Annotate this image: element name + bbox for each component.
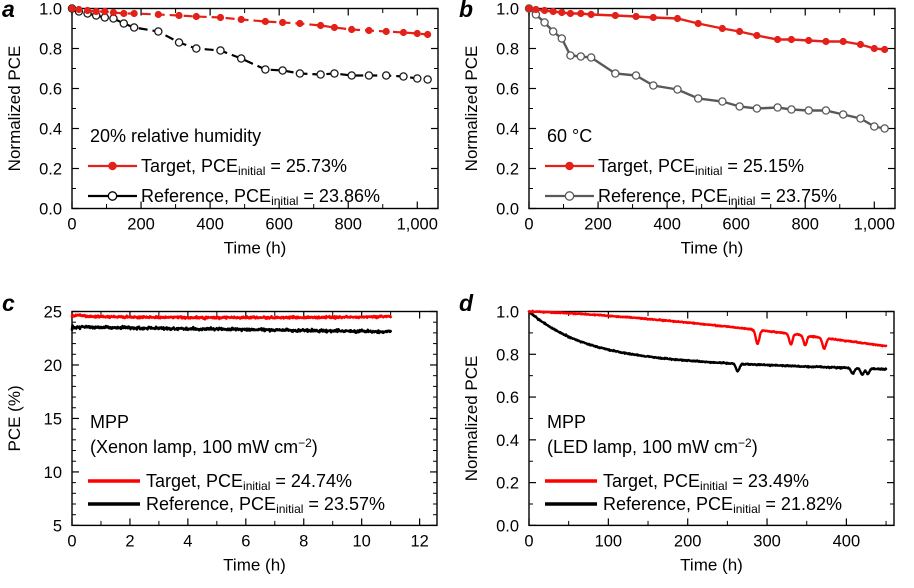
svg-text:(LED lamp, 100 mW cm−2): (LED lamp, 100 mW cm−2) [547, 436, 758, 457]
svg-text:0.0: 0.0 [496, 201, 519, 219]
svg-text:5: 5 [53, 517, 62, 535]
svg-text:Normalized PCE: Normalized PCE [5, 46, 24, 172]
svg-text:Reference, PCEinitial = 23.86%: Reference, PCEinitial = 23.86% [141, 186, 380, 208]
svg-text:0.0: 0.0 [39, 201, 62, 219]
svg-text:Target, PCEinitial = 25.15%: Target, PCEinitial = 25.15% [598, 156, 804, 178]
svg-text:0.8: 0.8 [39, 41, 62, 59]
svg-text:20: 20 [44, 357, 62, 375]
svg-text:0.2: 0.2 [496, 475, 519, 493]
svg-text:600: 600 [722, 216, 750, 234]
svg-text:d: d [459, 294, 474, 316]
svg-text:Reference, PCEinitial = 23.57%: Reference, PCEinitial = 23.57% [146, 494, 385, 516]
svg-text:200: 200 [127, 216, 155, 234]
svg-text:0.4: 0.4 [496, 121, 519, 139]
svg-text:0.2: 0.2 [39, 161, 62, 179]
svg-text:100: 100 [595, 532, 623, 550]
svg-text:Normalized PCE: Normalized PCE [462, 46, 481, 172]
svg-text:Time (h): Time (h) [681, 239, 744, 258]
svg-text:0.2: 0.2 [496, 161, 519, 179]
svg-text:600: 600 [265, 216, 293, 234]
svg-text:0.6: 0.6 [39, 81, 62, 99]
svg-text:0: 0 [67, 216, 76, 234]
svg-text:10: 10 [44, 464, 62, 482]
svg-text:b: b [459, 0, 473, 22]
svg-text:300: 300 [753, 532, 781, 550]
svg-text:0.0: 0.0 [496, 517, 519, 535]
svg-text:25: 25 [44, 304, 62, 322]
svg-text:Time (h): Time (h) [224, 239, 287, 258]
svg-text:400: 400 [653, 216, 681, 234]
svg-text:2: 2 [125, 532, 134, 550]
svg-text:0: 0 [524, 532, 533, 550]
svg-text:0.6: 0.6 [496, 389, 519, 407]
svg-text:4: 4 [183, 532, 192, 550]
svg-text:10: 10 [353, 532, 371, 550]
svg-text:c: c [2, 294, 15, 316]
svg-text:1.0: 1.0 [496, 1, 519, 19]
svg-text:20% relative humidity: 20% relative humidity [90, 126, 261, 146]
svg-text:MPP: MPP [547, 412, 586, 432]
svg-text:1.0: 1.0 [496, 304, 519, 322]
svg-text:15: 15 [44, 410, 62, 428]
svg-text:60 °C: 60 °C [547, 126, 592, 146]
svg-text:200: 200 [674, 532, 702, 550]
svg-text:400: 400 [833, 532, 861, 550]
svg-text:1,000: 1,000 [397, 216, 438, 234]
svg-text:MPP: MPP [90, 412, 129, 432]
svg-text:0.8: 0.8 [496, 346, 519, 364]
svg-text:1.0: 1.0 [39, 1, 62, 19]
svg-text:200: 200 [584, 216, 612, 234]
svg-text:Reference, PCEinitial = 21.82%: Reference, PCEinitial = 21.82% [603, 494, 842, 516]
svg-text:Target, PCEinitial = 24.74%: Target, PCEinitial = 24.74% [146, 471, 352, 493]
svg-text:0.4: 0.4 [39, 121, 62, 139]
svg-text:800: 800 [791, 216, 819, 234]
svg-text:0: 0 [524, 216, 533, 234]
svg-text:0.4: 0.4 [496, 432, 519, 450]
svg-text:Target, PCEinitial = 23.49%: Target, PCEinitial = 23.49% [603, 471, 809, 493]
svg-text:1,000: 1,000 [854, 216, 895, 234]
svg-text:800: 800 [334, 216, 362, 234]
svg-text:PCE (%): PCE (%) [5, 385, 24, 451]
svg-text:Reference, PCEinitial = 23.75%: Reference, PCEinitial = 23.75% [598, 186, 837, 208]
svg-text:0: 0 [67, 532, 76, 550]
svg-text:6: 6 [241, 532, 250, 550]
svg-text:0.8: 0.8 [496, 41, 519, 59]
svg-text:8: 8 [299, 532, 308, 550]
svg-text:0.6: 0.6 [496, 81, 519, 99]
svg-text:12: 12 [410, 532, 428, 550]
svg-text:Normalized PCE: Normalized PCE [462, 356, 481, 482]
svg-text:a: a [2, 0, 15, 22]
svg-text:Target, PCEinitial = 25.73%: Target, PCEinitial = 25.73% [141, 156, 347, 178]
svg-text:Time (h): Time (h) [223, 555, 286, 574]
svg-text:400: 400 [196, 216, 224, 234]
svg-text:(Xenon lamp, 100 mW cm−2): (Xenon lamp, 100 mW cm−2) [90, 436, 318, 457]
svg-text:Time (h): Time (h) [680, 555, 743, 574]
